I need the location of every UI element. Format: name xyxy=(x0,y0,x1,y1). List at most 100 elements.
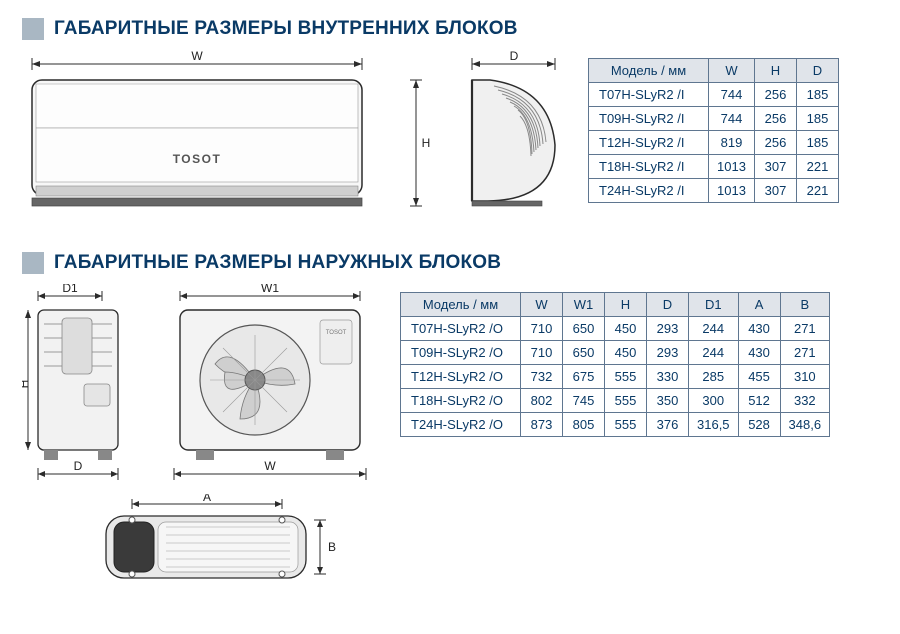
value-cell: 307 xyxy=(755,155,797,179)
value-cell: 744 xyxy=(709,83,755,107)
value-cell: 528 xyxy=(738,413,780,437)
indoor-dim-h-label: H xyxy=(422,136,430,150)
table-column-header: D1 xyxy=(689,293,739,317)
table-row: T18H-SLyR2 /O802745555350300512332 xyxy=(401,389,830,413)
indoor-side-diagram: D xyxy=(460,50,570,230)
table-column-header: B xyxy=(780,293,830,317)
value-cell: 332 xyxy=(780,389,830,413)
outdoor-dimensions-table: Модель / ммWW1HDD1AB T07H-SLyR2 /O710650… xyxy=(400,292,830,437)
value-cell: 802 xyxy=(521,389,563,413)
indoor-dim-d-label: D xyxy=(510,50,519,63)
value-cell: 744 xyxy=(709,107,755,131)
table-row: T18H-SLyR2 /I1013307221 xyxy=(589,155,839,179)
value-cell: 450 xyxy=(605,317,647,341)
value-cell: 450 xyxy=(605,341,647,365)
outdoor-heading-text: ГАБАРИТНЫЕ РАЗМЕРЫ НАРУЖНЫХ БЛОКОВ xyxy=(54,252,501,274)
value-cell: 650 xyxy=(563,341,605,365)
value-cell: 1013 xyxy=(709,179,755,203)
value-cell: 310 xyxy=(780,365,830,389)
table-row: T09H-SLyR2 /I744256185 xyxy=(589,107,839,131)
value-cell: 271 xyxy=(780,317,830,341)
value-cell: 819 xyxy=(709,131,755,155)
model-cell: T12H-SLyR2 /I xyxy=(589,131,709,155)
table-column-header: H xyxy=(605,293,647,317)
table-row: T09H-SLyR2 /O710650450293244430271 xyxy=(401,341,830,365)
model-cell: T09H-SLyR2 /O xyxy=(401,341,521,365)
value-cell: 873 xyxy=(521,413,563,437)
outdoor-dim-d-label: D xyxy=(74,459,83,473)
outdoor-dim-w-label: W xyxy=(264,459,276,473)
value-cell: 244 xyxy=(689,341,739,365)
value-cell: 244 xyxy=(689,317,739,341)
model-cell: T24H-SLyR2 /I xyxy=(589,179,709,203)
indoor-heading-text: ГАБАРИТНЫЕ РАЗМЕРЫ ВНУТРЕННИХ БЛОКОВ xyxy=(54,18,518,40)
value-cell: 555 xyxy=(605,389,647,413)
table-column-header: Модель / мм xyxy=(401,293,521,317)
outdoor-front-diagram: W1 xyxy=(160,284,380,484)
outdoor-dim-b-label: B xyxy=(328,540,336,554)
value-cell: 256 xyxy=(755,131,797,155)
table-row: T24H-SLyR2 /I1013307221 xyxy=(589,179,839,203)
heading-block-icon xyxy=(22,252,44,274)
table-column-header: W xyxy=(521,293,563,317)
table-column-header: Модель / мм xyxy=(589,59,709,83)
brand-label: TOSOT xyxy=(173,152,222,166)
outdoor-section-heading: ГАБАРИТНЫЕ РАЗМЕРЫ НАРУЖНЫХ БЛОКОВ xyxy=(22,252,878,274)
outdoor-side-diagram: D1 H xyxy=(22,284,142,484)
table-row: T12H-SLyR2 /I819256185 xyxy=(589,131,839,155)
value-cell: 307 xyxy=(755,179,797,203)
value-cell: 710 xyxy=(521,317,563,341)
table-column-header: W1 xyxy=(563,293,605,317)
value-cell: 376 xyxy=(647,413,689,437)
outdoor-dim-d1-label: D1 xyxy=(62,284,78,295)
value-cell: 710 xyxy=(521,341,563,365)
value-cell: 430 xyxy=(738,341,780,365)
value-cell: 221 xyxy=(797,179,839,203)
indoor-dimensions-table: Модель / ммWHD T07H-SLyR2 /I744256185T09… xyxy=(588,58,839,203)
value-cell: 430 xyxy=(738,317,780,341)
value-cell: 330 xyxy=(647,365,689,389)
model-cell: T12H-SLyR2 /O xyxy=(401,365,521,389)
value-cell: 285 xyxy=(689,365,739,389)
value-cell: 455 xyxy=(738,365,780,389)
value-cell: 555 xyxy=(605,365,647,389)
table-row: T07H-SLyR2 /O710650450293244430271 xyxy=(401,317,830,341)
value-cell: 1013 xyxy=(709,155,755,179)
table-column-header: D xyxy=(797,59,839,83)
table-row: T07H-SLyR2 /I744256185 xyxy=(589,83,839,107)
value-cell: 300 xyxy=(689,389,739,413)
value-cell: 316,5 xyxy=(689,413,739,437)
model-cell: T07H-SLyR2 /I xyxy=(589,83,709,107)
model-cell: T18H-SLyR2 /O xyxy=(401,389,521,413)
heading-block-icon xyxy=(22,18,44,40)
indoor-diagram-area: W TOSOT H xyxy=(22,50,570,230)
value-cell: 555 xyxy=(605,413,647,437)
value-cell: 512 xyxy=(738,389,780,413)
outdoor-diagram-area: D1 H xyxy=(22,284,382,594)
indoor-section-row: W TOSOT H xyxy=(22,50,878,230)
value-cell: 732 xyxy=(521,365,563,389)
model-cell: T24H-SLyR2 /O xyxy=(401,413,521,437)
model-cell: T09H-SLyR2 /I xyxy=(589,107,709,131)
indoor-dim-w-label: W xyxy=(191,50,203,63)
value-cell: 185 xyxy=(797,83,839,107)
outdoor-top-diagram: A xyxy=(22,494,382,594)
brand-label-outdoor: TOSOT xyxy=(326,330,347,336)
value-cell: 293 xyxy=(647,317,689,341)
table-column-header: H xyxy=(755,59,797,83)
outdoor-dim-a-label: A xyxy=(203,494,211,504)
value-cell: 271 xyxy=(780,341,830,365)
table-column-header: D xyxy=(647,293,689,317)
value-cell: 221 xyxy=(797,155,839,179)
value-cell: 348,6 xyxy=(780,413,830,437)
indoor-h-dimension: H xyxy=(402,50,430,230)
outdoor-dim-w1-label: W1 xyxy=(261,284,279,295)
table-column-header: W xyxy=(709,59,755,83)
indoor-front-diagram: W TOSOT xyxy=(22,50,372,230)
table-row: T24H-SLyR2 /O873805555376316,5528348,6 xyxy=(401,413,830,437)
value-cell: 256 xyxy=(755,83,797,107)
outdoor-dim-h-label: H xyxy=(22,380,31,389)
outdoor-section-row: D1 H xyxy=(22,284,878,594)
value-cell: 805 xyxy=(563,413,605,437)
model-cell: T07H-SLyR2 /O xyxy=(401,317,521,341)
